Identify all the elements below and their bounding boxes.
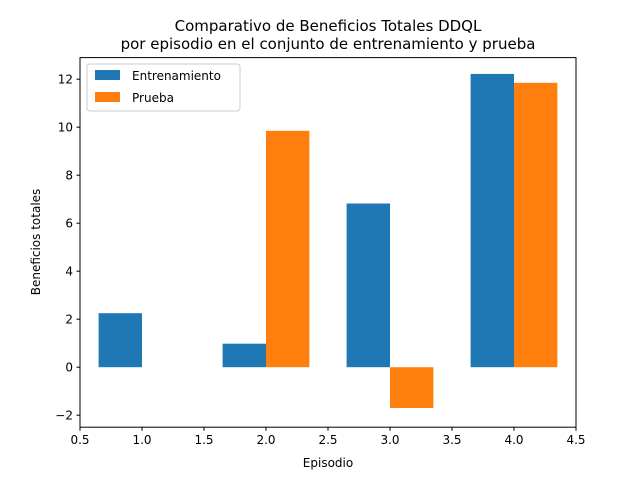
bar-entrenamiento-episode-1 bbox=[98, 313, 142, 368]
y-tick-label: 10 bbox=[58, 121, 73, 135]
x-axis-label: Episodio bbox=[303, 456, 353, 470]
x-tick-label: 1.0 bbox=[132, 433, 151, 447]
x-tick-label: 0.5 bbox=[70, 433, 89, 447]
bars-group bbox=[98, 73, 558, 408]
y-tick-label: 8 bbox=[65, 169, 73, 183]
y-tick-label: 12 bbox=[58, 73, 73, 87]
bar-entrenamiento-episode-2 bbox=[222, 343, 266, 368]
x-tick-label: 1.5 bbox=[194, 433, 213, 447]
x-tick-label: 3.0 bbox=[380, 433, 399, 447]
y-tick-label: 4 bbox=[65, 265, 73, 279]
y-tick-label: 6 bbox=[65, 217, 73, 231]
bar-prueba-episode-4 bbox=[514, 82, 558, 368]
x-tick-label: 4.5 bbox=[566, 433, 585, 447]
plot-frame bbox=[79, 57, 577, 428]
x-axis-ticks: 0.5 1.0 1.5 2.0 2.5 3.0 3.5 4.0 4.5 bbox=[70, 427, 586, 447]
x-tick-label: 2.5 bbox=[318, 433, 337, 447]
bar-prueba-episode-2 bbox=[266, 130, 310, 368]
legend-label-entrenamiento: Entrenamiento bbox=[132, 69, 221, 83]
chart-title-line-1: Comparativo de Beneficios Totales DDQL bbox=[175, 17, 482, 35]
bar-entrenamiento-episode-4 bbox=[470, 73, 514, 368]
legend-swatch-prueba bbox=[95, 92, 120, 102]
legend: Entrenamiento Prueba bbox=[86, 63, 241, 112]
legend-label-prueba: Prueba bbox=[132, 91, 174, 105]
bar-prueba-episode-3 bbox=[390, 367, 434, 408]
x-tick-label: 4.0 bbox=[504, 433, 523, 447]
y-axis-ticks: −2 0 2 4 6 8 10 12 bbox=[55, 73, 80, 423]
bar-entrenamiento-episode-3 bbox=[346, 203, 390, 368]
y-tick-label: −2 bbox=[55, 409, 73, 423]
chart-title-line-2: por episodio en el conjunto de entrenami… bbox=[121, 35, 536, 53]
x-tick-label: 3.5 bbox=[442, 433, 461, 447]
y-tick-label: 2 bbox=[65, 313, 73, 327]
legend-swatch-entrenamiento bbox=[95, 70, 120, 80]
x-tick-label: 2.0 bbox=[256, 433, 275, 447]
y-axis-label: Beneficios totales bbox=[29, 189, 43, 296]
y-tick-label: 0 bbox=[65, 361, 73, 375]
legend-box bbox=[86, 63, 241, 112]
